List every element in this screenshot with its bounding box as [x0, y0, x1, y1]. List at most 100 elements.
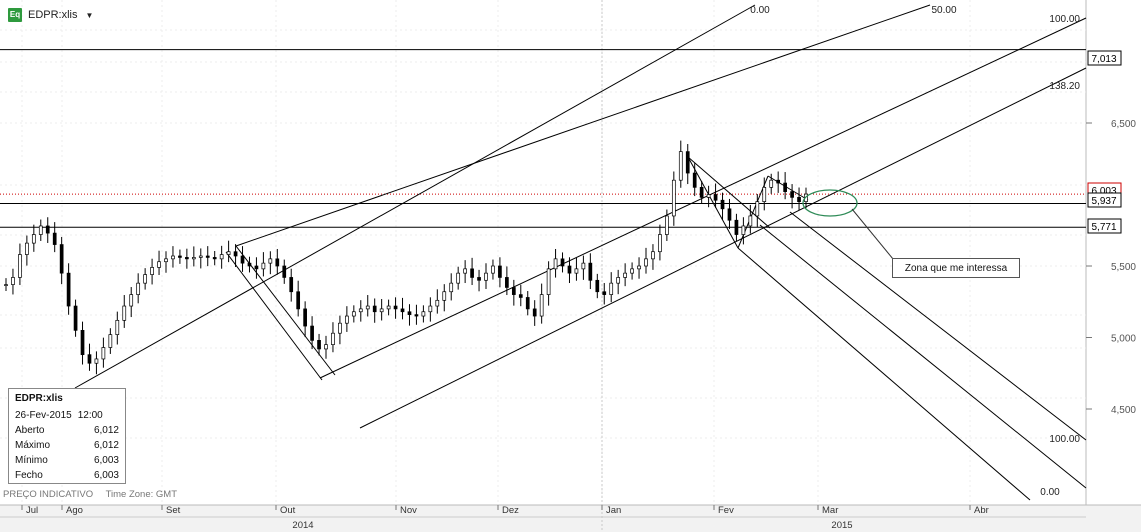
candle-body — [157, 261, 161, 268]
fib-level-label: 0.00 — [750, 5, 770, 16]
info-box-value: 6,012 — [93, 440, 119, 451]
candle-body — [233, 251, 238, 257]
candle-body — [191, 257, 196, 260]
candle-body — [268, 258, 273, 264]
candle-body — [219, 254, 224, 260]
candle-body — [400, 308, 405, 313]
candle-body — [505, 277, 509, 288]
candle-body — [518, 294, 523, 298]
y-tick-label: 4,500 — [1111, 405, 1136, 416]
candle-body — [254, 265, 259, 270]
equity-icon: Eq — [8, 8, 22, 22]
info-box-row-close: Fecho 6,003 — [15, 468, 119, 483]
candle-body — [644, 258, 648, 267]
candle-body — [365, 305, 370, 310]
candle-body — [226, 251, 231, 255]
candle-body — [178, 255, 182, 258]
candle-body — [310, 325, 314, 341]
x-month-label: Dez — [502, 505, 519, 516]
candle-body — [616, 277, 621, 284]
candle-body — [525, 297, 530, 310]
candle-body — [358, 308, 363, 313]
triangle-down-icon[interactable]: ▼ — [85, 10, 94, 20]
candle-body — [762, 187, 767, 203]
candle-body — [136, 282, 141, 295]
x-axis-labels: Jul Ago Set Out Nov Dez Jan Fev Mar Abr 2014 2015 — [21, 505, 989, 531]
info-box-label: Mínimo — [15, 455, 48, 466]
candle-body — [484, 272, 488, 281]
candle-body — [790, 191, 794, 198]
x-month-label: Abr — [974, 505, 989, 516]
candle-body — [671, 179, 676, 217]
info-box-label: Fecho — [15, 470, 43, 481]
candle-body — [442, 291, 447, 301]
candle-body — [261, 262, 266, 270]
info-box-row-high: Máximo 6,012 — [15, 438, 119, 453]
annotation-callout[interactable]: Zona que me interessa — [892, 258, 1020, 278]
price-badge-label: 7,013 — [1091, 54, 1116, 65]
candle-body — [435, 299, 440, 307]
candle-body — [94, 358, 99, 364]
info-box-date: 26-Fev-2015 — [15, 410, 72, 421]
candle-body — [171, 255, 175, 260]
candle-body — [769, 179, 774, 188]
candle-body — [463, 268, 467, 274]
horizontal-lines — [0, 49, 1086, 228]
candle-body — [477, 277, 481, 281]
candle-body — [379, 308, 384, 313]
candle-body — [491, 265, 495, 274]
chart-footer-note: PREÇO INDICATIVO Time Zone: GMT — [3, 489, 187, 500]
y-tick-label: 5,500 — [1111, 262, 1136, 273]
candle-body — [783, 182, 787, 192]
info-box-row-open: Aberto 6,012 — [15, 423, 119, 438]
candle-body — [665, 215, 669, 235]
fib-level-label: 100.00 — [1049, 14, 1080, 25]
interest-zone-ellipse[interactable] — [802, 189, 858, 217]
trend-line — [687, 156, 739, 249]
price-badge — [1087, 218, 1122, 234]
info-box-value: 6,003 — [93, 470, 119, 481]
candle-body — [101, 347, 106, 360]
candle-body — [630, 268, 634, 274]
ticker-header[interactable]: Eq EDPR:xlis ▼ — [8, 8, 93, 22]
candle-body — [25, 242, 29, 255]
trend-line — [225, 251, 323, 381]
candle-body — [11, 277, 15, 285]
candle-body — [324, 344, 328, 350]
info-box-time: 12:00 — [77, 410, 103, 421]
trend-line — [759, 224, 1087, 489]
trend-line — [235, 245, 336, 376]
candle-body — [303, 308, 307, 327]
candle-body — [393, 305, 398, 310]
candle-body — [532, 308, 537, 317]
candle-body — [198, 255, 203, 258]
x-month-label: Set — [166, 505, 181, 516]
callout-leader-line — [851, 208, 894, 260]
x-month-label: Jan — [606, 505, 621, 516]
candle-body — [407, 311, 412, 315]
candle-body — [289, 277, 294, 293]
x-month-label: Mar — [822, 505, 838, 516]
candle-body — [212, 257, 217, 260]
candle-body — [449, 282, 454, 293]
info-box-row-low: Mínimo 6,003 — [15, 453, 119, 468]
candle-body — [546, 268, 551, 295]
candle-body — [553, 258, 558, 270]
candle-body — [456, 272, 461, 284]
candle-body — [122, 305, 127, 321]
candle-body — [699, 187, 704, 198]
ticker-symbol[interactable]: EDPR:xlis — [28, 9, 78, 21]
candle-body — [317, 340, 321, 350]
candle-body — [588, 262, 593, 281]
candle-body — [776, 179, 781, 184]
candle-body — [4, 284, 8, 286]
fib-level-label: 100.00 — [1049, 434, 1080, 445]
info-box-datetime: 26-Fev-2015 12:00 — [15, 408, 119, 423]
candle-body — [692, 172, 697, 188]
candle-body — [296, 291, 301, 310]
candle-body — [345, 315, 349, 324]
candle-body — [386, 305, 391, 310]
candle-body — [470, 268, 474, 278]
